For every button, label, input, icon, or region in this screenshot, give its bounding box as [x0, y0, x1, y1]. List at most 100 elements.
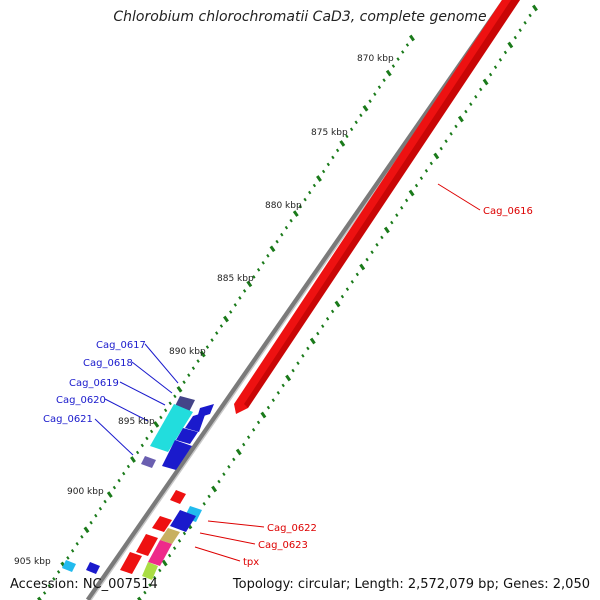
red-gene-small-3[interactable]: [136, 534, 158, 556]
outer-tick-mark: [140, 443, 144, 448]
inner-tick-mark: [158, 568, 162, 573]
outer-tick-mark: [103, 499, 107, 504]
blue-gene-arrow-2[interactable]: [185, 412, 206, 432]
outer-tick-mark: [362, 104, 369, 112]
outer-tick-mark: [210, 338, 214, 342]
tick-label-885: 885 kbp: [217, 274, 254, 284]
inner-tick-mark: [309, 337, 316, 345]
blue-gene-small[interactable]: [170, 510, 196, 532]
pink-gene-small[interactable]: [148, 540, 172, 566]
cyan-feature[interactable]: [150, 404, 193, 452]
gene-cag-0616-shape[interactable]: [234, 0, 520, 414]
tan-gene-small[interactable]: [160, 528, 180, 544]
leader-cag-0620: [104, 398, 149, 422]
inner-tick-mark: [340, 294, 345, 299]
outer-tick-mark: [223, 315, 229, 323]
inner-tick-mark: [256, 420, 261, 425]
gene-labels: Cag_0616 Cag_0622 Cag_0623 tpx Cag_0617 …: [43, 206, 533, 568]
outer-tick-mark: [242, 289, 247, 293]
cyan-gene-small-2[interactable]: [62, 560, 76, 572]
inner-tick-mark: [414, 183, 419, 188]
inner-tick-mark: [334, 300, 341, 308]
inner-tick-mark: [424, 168, 429, 173]
inner-tick-mark: [488, 72, 493, 77]
outer-tick-mark: [66, 556, 70, 560]
gene-label-cag-0617[interactable]: Cag_0617: [96, 340, 146, 351]
outer-tick-mark: [94, 513, 98, 518]
inner-tick-mark: [365, 257, 369, 262]
inner-tick-mark: [161, 559, 168, 567]
inner-tick-mark: [211, 485, 218, 493]
inner-tick-mark: [325, 316, 330, 321]
inner-tick-mark: [355, 272, 359, 277]
outer-tick-mark: [173, 394, 177, 399]
outer-tick-mark: [233, 303, 237, 307]
outer-tick-mark: [359, 113, 363, 118]
gene-label-cag-0623[interactable]: Cag_0623: [258, 540, 308, 551]
inner-tick-mark: [148, 583, 152, 588]
inner-tick-mark: [380, 235, 384, 240]
tick-label-895: 895 kbp: [118, 417, 155, 427]
outer-tick-mark: [345, 134, 349, 139]
outer-tick-mark: [196, 359, 200, 363]
inner-tick-mark: [285, 374, 292, 382]
outer-tick-mark: [292, 210, 299, 217]
inner-tick-mark: [523, 20, 527, 25]
genome-summary-label: Topology: circular; Length: 2,572,079 bp…: [232, 577, 590, 592]
inner-tick-mark: [177, 538, 182, 543]
outer-tick-mark: [339, 140, 346, 147]
outer-tick-mark: [163, 408, 168, 413]
outer-tick-mark: [106, 491, 113, 498]
tick-label-880: 880 kbp: [265, 201, 302, 211]
outer-tick-mark: [373, 92, 377, 97]
outer-tick-mark: [354, 120, 358, 125]
red-gene-small-4[interactable]: [120, 552, 142, 574]
outer-tick-mark: [316, 175, 322, 182]
gene-label-cag-0620[interactable]: Cag_0620: [56, 395, 106, 406]
inner-tick-mark: [474, 94, 478, 99]
purple-feature-b[interactable]: [141, 456, 156, 468]
blue-gene-arrow-4[interactable]: [162, 440, 192, 470]
tick-label-900: 900 kbp: [67, 487, 104, 497]
outer-tick-mark: [42, 591, 47, 595]
outer-tick-mark: [112, 485, 117, 490]
outer-tick-mark: [335, 148, 340, 153]
gene-label-cag-0619[interactable]: Cag_0619: [69, 378, 119, 389]
inner-tick-mark: [345, 287, 350, 292]
inner-tick-mark: [143, 590, 147, 595]
gene-label-cag-0616[interactable]: Cag_0616: [483, 206, 533, 217]
gene-label-cag-0618[interactable]: Cag_0618: [83, 358, 133, 369]
green-gene-small[interactable]: [142, 562, 158, 580]
outer-tick-mark: [126, 464, 131, 469]
blue-gene-cluster[interactable]: [141, 396, 214, 470]
outer-tick-mark: [145, 436, 149, 441]
gene-label-cag-0622[interactable]: Cag_0622: [267, 523, 317, 534]
map-title: Chlorobium chlorochromatii CaD3, complet…: [113, 9, 487, 25]
inner-tick-mark: [359, 263, 366, 271]
inner-tick-mark: [330, 309, 335, 314]
inner-tick-mark: [182, 531, 187, 536]
outer-tick-mark: [159, 415, 163, 420]
inner-tick-mark: [137, 596, 143, 600]
blue-gene-small-2[interactable]: [86, 562, 100, 574]
outer-tick-mark: [326, 162, 330, 167]
gene-label-tpx[interactable]: tpx: [243, 557, 259, 568]
outer-tick-mark: [117, 478, 121, 483]
red-gene-small-1[interactable]: [170, 490, 186, 504]
gene-label-cag-0621[interactable]: Cag_0621: [43, 414, 93, 425]
outer-tick-mark: [191, 366, 196, 371]
accession-label: Accession: NC_007514: [10, 577, 158, 592]
outer-tick-mark: [168, 401, 172, 406]
inner-tick-mark: [202, 501, 206, 506]
outer-tick-mark: [47, 584, 51, 588]
outer-tick-mark: [303, 197, 307, 202]
inner-tick-mark: [172, 546, 177, 551]
blue-gene-arrow-3[interactable]: [176, 428, 198, 444]
inner-tick-mark: [266, 405, 271, 410]
outer-tick-mark: [308, 190, 312, 195]
inner-tick-mark: [222, 472, 226, 477]
lower-gene-cluster[interactable]: [62, 490, 202, 580]
inner-tick-mark: [232, 457, 236, 462]
outer-tick-mark: [280, 232, 284, 237]
red-gene-small-2[interactable]: [152, 516, 172, 532]
